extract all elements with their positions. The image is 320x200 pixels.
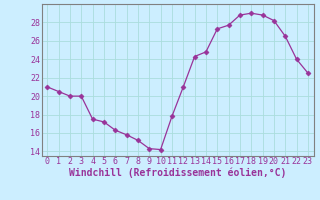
X-axis label: Windchill (Refroidissement éolien,°C): Windchill (Refroidissement éolien,°C) bbox=[69, 168, 286, 178]
